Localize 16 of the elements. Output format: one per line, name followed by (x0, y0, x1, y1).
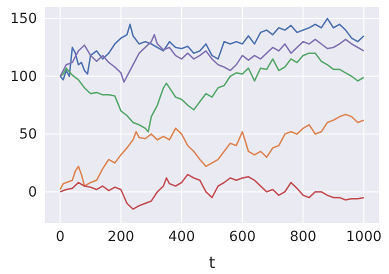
line-series (59, 174, 365, 210)
x-tick-label: 800 (290, 228, 316, 245)
y-tick-label: 100 (10, 68, 37, 85)
x-tick-label: 400 (168, 228, 196, 245)
x-axis-title: t (208, 253, 216, 272)
x-tick-label: 1000 (346, 228, 382, 245)
x-tick-label: 0 (56, 228, 65, 245)
line-series (59, 34, 365, 83)
line-series (59, 52, 365, 132)
x-tick-label: 200 (108, 228, 134, 245)
line-series (59, 114, 365, 190)
y-tick-label: 0 (28, 184, 37, 200)
y-tick-label: 50 (19, 126, 37, 143)
y-tick-label: 150 (10, 11, 37, 28)
x-tick-label: 600 (228, 228, 256, 245)
line-series (59, 18, 365, 81)
